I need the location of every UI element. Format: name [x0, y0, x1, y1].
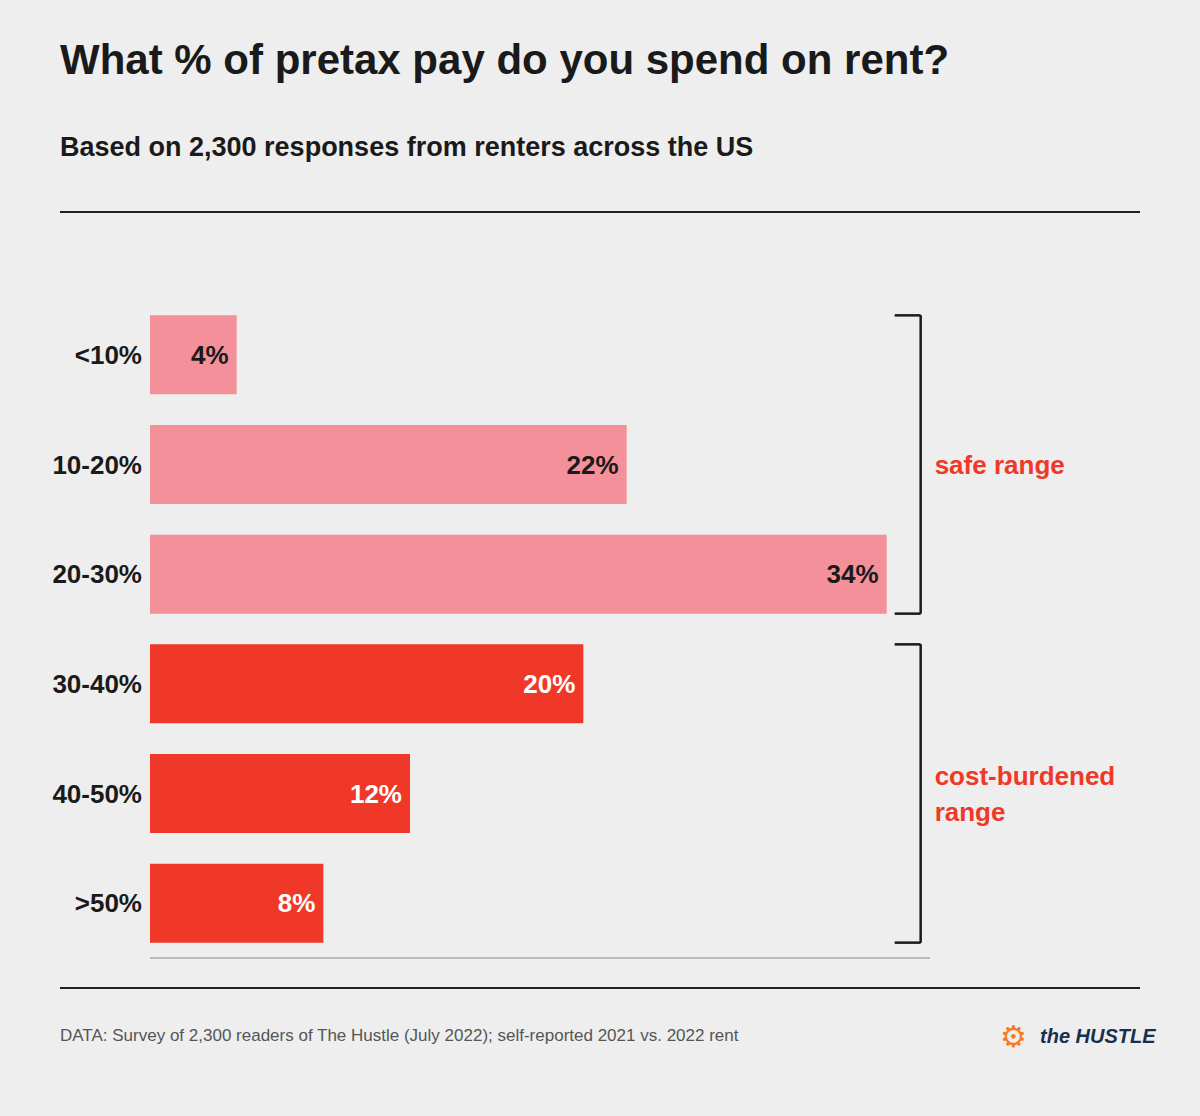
svg-text:8%: 8%: [278, 888, 316, 918]
svg-text:40-50%: 40-50%: [52, 779, 142, 809]
html-text:What % of pretax pay do you sp: What % of pretax pay do you spend on ren…: [60, 36, 950, 83]
html-text:cost-burdened range: cost-burdened range: [934, 760, 1116, 827]
svg-text:22%: 22%: [567, 450, 619, 480]
html-text:DATA: Survey of 2,300 readers: DATA: Survey of 2,300 readers of The Hus…: [60, 1026, 739, 1045]
svg-text:34%: 34%: [827, 559, 879, 589]
svg-text:10-20%: 10-20%: [52, 450, 142, 480]
html-text:safe range: safe range: [934, 449, 1065, 480]
html-text:the HUSTLE: the HUSTLE: [1040, 1024, 1156, 1047]
svg-text:4%: 4%: [191, 340, 229, 370]
svg-text:<10%: <10%: [75, 340, 142, 370]
svg-text:20%: 20%: [523, 669, 575, 699]
html-text:Based on 2,300 responses from: Based on 2,300 responses from renters ac…: [60, 132, 754, 162]
svg-text:12%: 12%: [350, 779, 402, 809]
svg-text:>50%: >50%: [75, 888, 142, 918]
svg-text:30-40%: 30-40%: [52, 669, 142, 699]
svg-text:20-30%: 20-30%: [52, 559, 142, 589]
